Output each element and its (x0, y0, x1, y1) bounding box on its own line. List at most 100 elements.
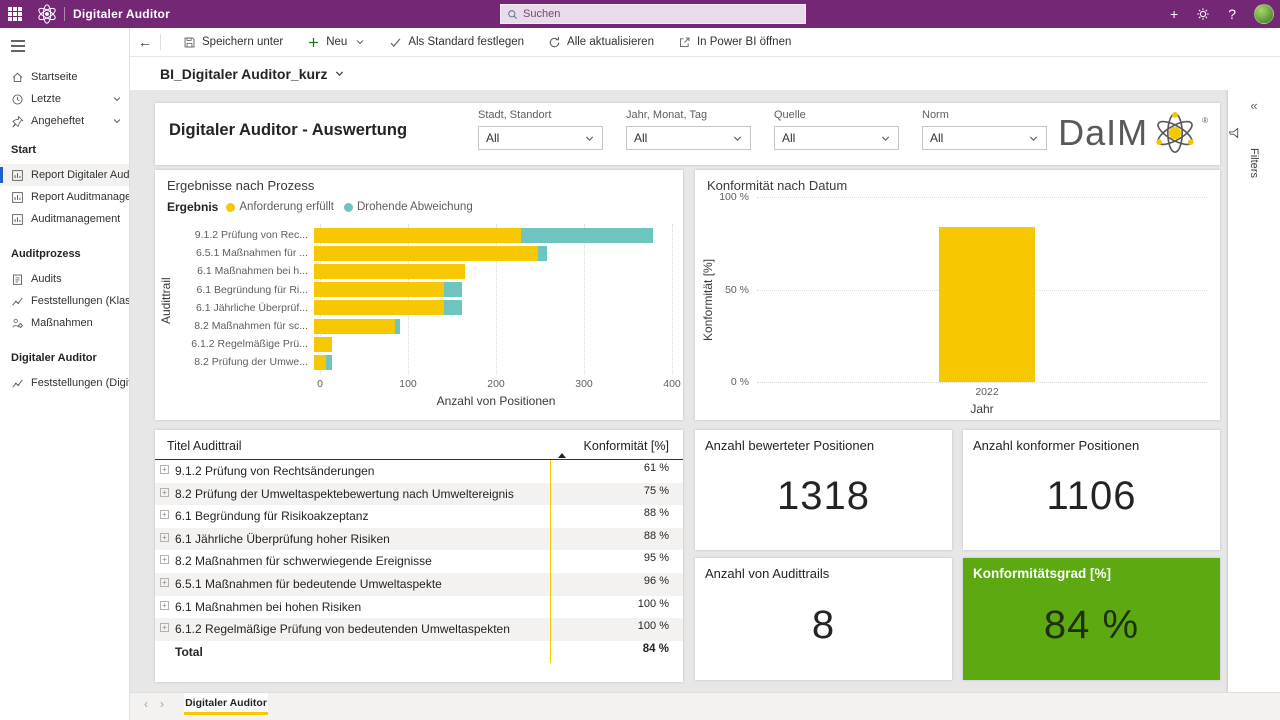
hamburger-menu-icon[interactable] (10, 40, 26, 52)
legend-item[interactable]: Anforderung erfüllt (226, 201, 334, 213)
column-header-konformitaet[interactable]: Konformität [%] (583, 439, 669, 453)
bar-segment-abweichung[interactable] (538, 245, 548, 261)
expand-plus-icon[interactable]: + (160, 577, 169, 587)
expand-plus-icon[interactable]: + (160, 487, 169, 497)
chevron-down-icon[interactable] (112, 94, 122, 104)
report-icon (11, 169, 24, 182)
bar-track (314, 282, 666, 298)
table-row[interactable]: +8.2 Prüfung der Umweltaspektebewertung … (155, 482, 683, 506)
add-icon[interactable]: + (1170, 6, 1179, 22)
help-icon[interactable]: ? (1228, 6, 1236, 22)
save-icon (183, 36, 196, 49)
report-filter: Stadt, Standort All (478, 109, 603, 150)
bar-segment-erfuellt[interactable] (314, 336, 332, 352)
sidebar-item-startseite[interactable]: Startseite (0, 66, 129, 88)
filter-dropdown[interactable]: All (626, 126, 751, 150)
table-cell-titel: +6.5.1 Maßnahmen für bedeutende Umweltas… (155, 573, 550, 596)
bar-segment-erfuellt[interactable] (314, 227, 521, 243)
settings-gear-icon[interactable] (1196, 7, 1210, 21)
y-tick: 50 % (725, 284, 749, 296)
sidebar-item-maßnahmen[interactable]: Maßnahmen (0, 312, 129, 334)
filter-value: All (634, 131, 648, 145)
x-tick-label: 200 (487, 378, 505, 390)
sidebar-item-auditmanagement[interactable]: Auditmanagement (0, 208, 129, 230)
avatar[interactable] (1254, 4, 1274, 24)
kpi-value: 8 (811, 603, 836, 647)
app-launcher-icon[interactable] (0, 0, 30, 28)
tab-digitaler-auditor[interactable]: Digitaler Auditor (184, 693, 268, 715)
gridline (408, 224, 409, 374)
expand-plus-icon[interactable]: + (160, 600, 169, 610)
tab-next-icon[interactable]: › (160, 697, 164, 711)
filter-funnel-icon[interactable] (1228, 127, 1240, 139)
back-arrow-icon[interactable]: ← (138, 34, 152, 50)
sidebar-item-report-auditmanage[interactable]: Report Auditmanage... (0, 186, 129, 208)
toolbar-button-plus[interactable]: Neu (295, 28, 377, 56)
filters-pane-label[interactable]: Filters (1248, 148, 1260, 178)
bar-segment-abweichung[interactable] (326, 354, 332, 370)
expand-plus-icon[interactable]: + (160, 532, 169, 542)
filter-dropdown[interactable]: All (922, 126, 1047, 150)
table-row[interactable]: +8.2 Maßnahmen für schwerwiegende Ereign… (155, 550, 683, 573)
sidebar-item-feststellungen-digital[interactable]: Feststellungen (Digital) (0, 372, 129, 394)
legend-item[interactable]: Drohende Abweichung (343, 201, 473, 213)
bar-row: 8.2 Maßnahmen für sc... (167, 317, 666, 335)
bar-segment-erfuellt[interactable] (314, 318, 395, 334)
table-cell-text: 9.1.2 Prüfung von Rechtsänderungen (175, 464, 375, 478)
expand-pane-icon[interactable]: « (1250, 98, 1258, 113)
sort-ascending-icon (558, 453, 566, 458)
table-cell-konformitaet: 100 % (550, 618, 683, 641)
plot-area (757, 197, 1207, 383)
conformity-bar[interactable] (939, 226, 1035, 382)
sidebar-item-feststellungen-klassi[interactable]: Feststellungen (Klassi... (0, 290, 129, 312)
toolbar-button-label: In Power BI öffnen (696, 36, 792, 48)
column-header-titel[interactable]: Titel Audittrail (167, 439, 242, 453)
table-row[interactable]: +6.1 Jährliche Überprüfung hoher Risiken… (155, 527, 683, 551)
expand-plus-icon[interactable]: + (160, 465, 169, 474)
sidebar-item-letzte[interactable]: Letzte (0, 88, 129, 110)
gridline (757, 382, 1207, 383)
pin-icon (11, 114, 24, 128)
search-input[interactable] (523, 8, 799, 20)
filter-dropdown[interactable]: All (478, 126, 603, 150)
toolbar-button-check[interactable]: Als Standard festlegen (377, 28, 536, 56)
bar-segment-erfuellt[interactable] (314, 300, 445, 316)
sidebar-item-label: Letzte (31, 93, 61, 105)
table-row[interactable]: +6.1 Begründung für Risikoakzeptanz 88 % (155, 505, 683, 528)
audit-icon (11, 273, 24, 286)
gridline (496, 224, 497, 374)
bar-track (314, 318, 666, 334)
bar-segment-abweichung[interactable] (520, 227, 653, 243)
sidebar-item-audits[interactable]: Audits (0, 268, 129, 290)
expand-plus-icon[interactable]: + (160, 510, 169, 520)
expand-plus-icon[interactable]: + (160, 623, 169, 633)
expand-plus-icon[interactable]: + (160, 555, 169, 565)
sidebar-item-angeheftet[interactable]: Angeheftet (0, 110, 129, 132)
toolbar-button-refresh[interactable]: Alle aktualisieren (536, 28, 666, 56)
app-logo-atom-icon[interactable] (36, 3, 58, 25)
table-row[interactable]: +6.1.2 Regelmäßige Prüfung von bedeutend… (155, 618, 683, 641)
page-title-bar: BI_Digitaler Auditor_kurz (130, 57, 1280, 90)
chevron-down-icon (1028, 133, 1039, 144)
bar-segment-erfuellt[interactable] (314, 354, 327, 370)
toolbar-button-save[interactable]: Speichern unter (171, 28, 295, 56)
sidebar-item-label: Report Digitaler Audi... (31, 169, 129, 181)
tab-prev-icon[interactable]: ‹ (144, 697, 148, 711)
table-row[interactable]: +6.1 Maßnahmen bei hohen Risiken 100 % (155, 595, 683, 619)
bar-segment-abweichung[interactable] (394, 318, 401, 334)
global-search[interactable] (500, 4, 806, 24)
table-row[interactable]: +6.5.1 Maßnahmen für bedeutende Umweltas… (155, 572, 683, 596)
sidebar-item-report-digitaler-audi[interactable]: Report Digitaler Audi... (0, 164, 129, 186)
filter-dropdown[interactable]: All (774, 126, 899, 150)
bar-segment-abweichung[interactable] (444, 282, 462, 298)
bar-segment-abweichung[interactable] (444, 300, 462, 316)
page-title-dropdown[interactable]: BI_Digitaler Auditor_kurz (160, 66, 345, 82)
bar-segment-erfuellt[interactable] (314, 263, 466, 279)
table-row[interactable]: +9.1.2 Prüfung von Rechtsänderungen 61 % (155, 460, 683, 483)
chevron-down-icon[interactable] (112, 116, 122, 126)
bar-segment-erfuellt[interactable] (314, 282, 445, 298)
spacer (0, 394, 129, 400)
bar-segment-erfuellt[interactable] (314, 245, 539, 261)
toolbar-button-open[interactable]: In Power BI öffnen (666, 28, 803, 56)
table-cell-titel: +6.1 Maßnahmen bei hohen Risiken (155, 596, 550, 619)
